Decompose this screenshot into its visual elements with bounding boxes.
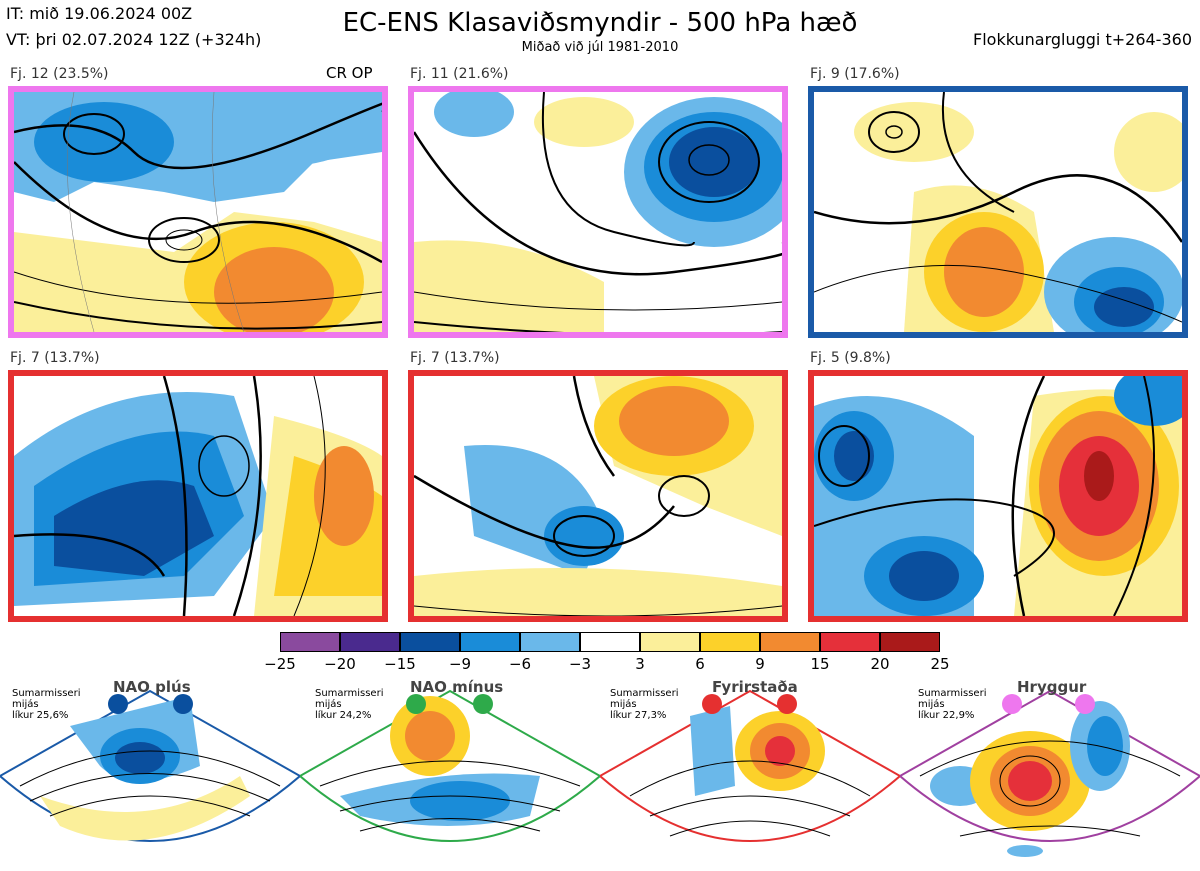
cluster-map-5 bbox=[408, 370, 788, 622]
colorbar-tick: −6 bbox=[508, 655, 532, 673]
climatology-map-blocking bbox=[600, 676, 900, 871]
window-label: Flokkunargluggi t+264-360 bbox=[973, 30, 1192, 49]
colorbar-swatch bbox=[280, 632, 340, 652]
colorbar-swatch bbox=[640, 632, 700, 652]
colorbar-swatch bbox=[820, 632, 880, 652]
colorbar-tick: −9 bbox=[448, 655, 472, 673]
climatology-map-ridge bbox=[900, 676, 1200, 871]
colorbar-swatch bbox=[700, 632, 760, 652]
cluster-map-1 bbox=[8, 86, 388, 338]
climatology-info-1: Sumarmisseri mijás líkur 25,6% bbox=[12, 688, 81, 721]
panel-1-tag: CR OP bbox=[326, 64, 373, 82]
panel-3-label: Fj. 9 (17.6%) bbox=[810, 66, 900, 82]
colorbar-tick: −15 bbox=[384, 655, 416, 673]
panel-4-label: Fj. 7 (13.7%) bbox=[10, 350, 100, 366]
colorbar-tick: 25 bbox=[930, 655, 950, 673]
colorbar-swatch bbox=[580, 632, 640, 652]
climatology-title-4: Hryggur bbox=[1017, 678, 1087, 696]
climatology-info-2: Sumarmisseri mijás líkur 24,2% bbox=[315, 688, 384, 721]
cluster-dot bbox=[473, 694, 493, 714]
colorbar-swatch bbox=[880, 632, 940, 652]
panel-5-label: Fj. 7 (13.7%) bbox=[410, 350, 500, 366]
colorbar-tick: 3 bbox=[635, 655, 645, 673]
cluster-map-3 bbox=[808, 86, 1188, 338]
cluster-dot bbox=[1075, 694, 1095, 714]
cluster-dot bbox=[1002, 694, 1022, 714]
cluster-dot bbox=[406, 694, 426, 714]
climatology-title-2: NAO mínus bbox=[410, 678, 504, 696]
colorbar-tick: −25 bbox=[264, 655, 296, 673]
valid-time: VT: þri 02.07.2024 12Z (+324h) bbox=[6, 30, 262, 49]
colorbar bbox=[280, 632, 940, 672]
colorbar-tick: −20 bbox=[324, 655, 356, 673]
cluster-dot bbox=[108, 694, 128, 714]
climatology-info-4: Sumarmisseri mijás líkur 22,9% bbox=[918, 688, 987, 721]
cluster-dot bbox=[173, 694, 193, 714]
climatology-title-3: Fyrirstaða bbox=[712, 678, 798, 696]
colorbar-swatch bbox=[760, 632, 820, 652]
colorbar-swatch bbox=[400, 632, 460, 652]
cluster-dot bbox=[702, 694, 722, 714]
cluster-map-2 bbox=[408, 86, 788, 338]
colorbar-swatch bbox=[460, 632, 520, 652]
climatology-map-nao-minus bbox=[300, 676, 600, 871]
panel-2-label: Fj. 11 (21.6%) bbox=[410, 66, 509, 82]
init-time: IT: mið 19.06.2024 00Z bbox=[6, 4, 193, 23]
climatology-info-3: Sumarmisseri mijás líkur 27,3% bbox=[610, 688, 679, 721]
page-subtitle: Miðað við júl 1981-2010 bbox=[521, 40, 679, 55]
colorbar-swatch bbox=[340, 632, 400, 652]
colorbar-tick: 6 bbox=[695, 655, 705, 673]
cluster-map-4 bbox=[8, 370, 388, 622]
colorbar-tick: 9 bbox=[755, 655, 765, 673]
page-title: EC-ENS Klasaviðsmyndir - 500 hPa hæð bbox=[342, 8, 858, 38]
cluster-dot bbox=[777, 694, 797, 714]
climatology-map-nao-plus bbox=[0, 676, 300, 871]
colorbar-tick: 20 bbox=[870, 655, 890, 673]
panel-6-label: Fj. 5 (9.8%) bbox=[810, 350, 891, 366]
colorbar-swatch bbox=[520, 632, 580, 652]
cluster-map-6 bbox=[808, 370, 1188, 622]
colorbar-tick: 15 bbox=[810, 655, 830, 673]
climatology-title-1: NAO plús bbox=[113, 678, 191, 696]
colorbar-tick: −3 bbox=[568, 655, 592, 673]
panel-1-label: Fj. 12 (23.5%) bbox=[10, 66, 109, 82]
